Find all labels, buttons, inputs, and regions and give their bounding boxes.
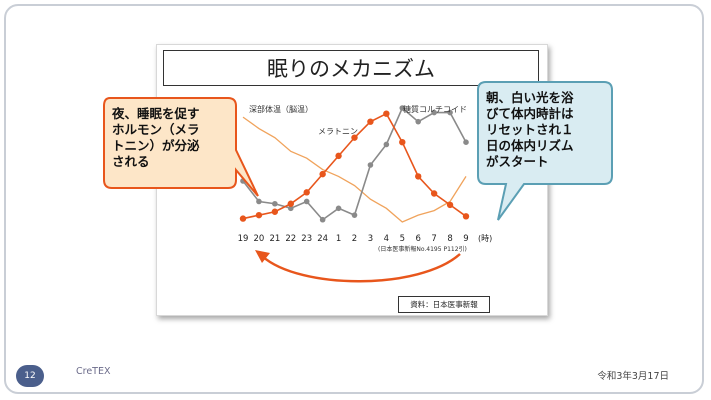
x-tick-9: 4 [384,234,389,244]
data-point-1-10 [399,105,406,111]
source-box: 資料：日本医事新報 [398,296,490,313]
callout-right-bubble [477,81,613,221]
x-tick-0: 19 [238,234,249,244]
data-point-1-5 [319,216,326,223]
data-point-0-5 [319,170,326,178]
series-label-0: メラトニン [318,127,358,136]
chart-title: 眠りのメカニズム [163,50,539,86]
series-label-2: 深部体温（脳温） [249,104,313,114]
data-point-1-11 [415,118,422,125]
callout-left-text: 夜、睡眠を促す ホルモン（メラ トニン）が分泌 される [112,106,200,169]
data-point-0-13 [446,201,454,209]
data-point-0-2 [271,208,279,215]
x-tick-11: 6 [416,234,421,244]
data-point-0-6 [335,152,342,160]
x-tick-7: 2 [352,234,357,244]
data-point-1-6 [335,205,342,212]
callout-right-text: 朝、白い光を浴 びて体内時計は リセットされ１ 日の体内リズム がスタート [486,90,574,169]
x-tick-2: 21 [269,234,280,244]
x-tick-1: 20 [254,234,265,244]
page-number-badge: 12 [16,365,44,387]
data-point-0-0 [239,215,247,222]
data-point-0-1 [255,211,263,219]
x-tick-14: 9 [463,234,468,244]
footer-date: 令和3年3月17日 [597,371,669,382]
data-point-1-9 [383,141,390,148]
callout-left-bubble [103,97,259,197]
x-tick-labels: 19 20 21 22 23 24 1 2 3 4 5 6 7 8 9 (時) [238,234,493,244]
data-point-1-8 [367,162,374,168]
data-point-1-13 [447,109,453,116]
data-point-0-11 [415,173,422,180]
data-point-1-4 [303,198,310,205]
x-tick-10: 5 [400,234,405,244]
chart-annotation-note: (日本医事新報No.4195 P112引) [378,246,467,253]
data-point-0-12 [430,190,438,197]
data-point-1-14 [463,139,469,145]
x-tick-13: 8 [447,234,452,244]
data-point-1-7 [351,212,358,218]
label-layer: メラトニン 糖質コルチコイド 深部体温（脳温） [249,104,467,136]
series-label-1: 糖質コルチコイド [403,104,467,114]
data-point-0-14 [462,213,470,220]
data-point-1-3 [287,205,294,212]
data-point-1-12 [431,109,437,116]
data-point-0-8 [367,118,374,125]
cycle-arrow-head [255,250,270,263]
x-tick-6: 1 [336,234,341,244]
x-tick-12: 7 [431,234,436,244]
data-point-0-4 [303,189,310,196]
x-tick-5: 24 [317,234,328,244]
data-point-0-9 [383,110,390,117]
data-point-1-1 [256,198,262,205]
data-point-0-7 [351,134,358,141]
x-tick-4: 23 [301,234,312,244]
data-point-1-2 [272,200,278,207]
cycle-arrow [261,253,461,283]
x-tick-8: 3 [368,234,373,244]
x-tick-3: 22 [285,234,296,244]
data-point-0-10 [399,139,406,146]
footer-brand: CreTEX [76,366,111,377]
data-point-0-3 [287,200,294,207]
x-axis-unit: (時) [478,234,492,243]
series-layer [239,105,470,223]
series-line-2 [242,116,467,223]
